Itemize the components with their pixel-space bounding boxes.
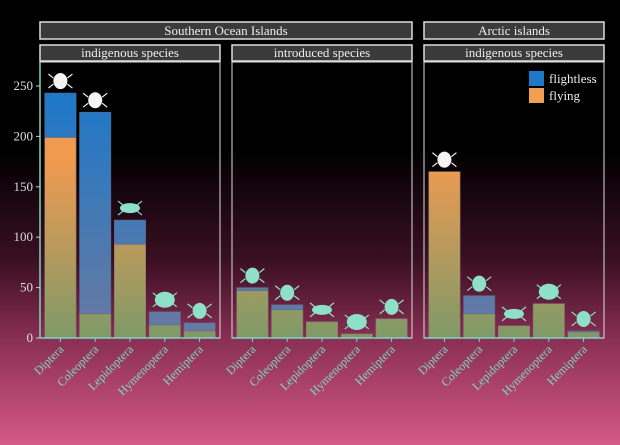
insect-legs [48, 73, 73, 89]
hemiptera-icon [379, 298, 404, 315]
bar-flying [114, 243, 146, 339]
insect-body [576, 310, 591, 327]
bar-flightless [183, 322, 216, 332]
insect-body [384, 298, 399, 315]
bar-flying [306, 321, 338, 339]
insect-legs [274, 285, 300, 301]
insect-body [245, 267, 260, 284]
bar-flightless [148, 311, 181, 326]
bar-flying [271, 309, 304, 339]
y-tick-label: 100 [14, 229, 34, 244]
coleoptera-icon [82, 92, 108, 109]
lepidoptera-icon [309, 302, 335, 318]
bar-flying [463, 313, 496, 339]
bar-flightless [114, 219, 146, 245]
insect-legs [309, 302, 335, 318]
insect-legs [152, 292, 178, 308]
insect-body [53, 73, 68, 90]
insect-body [120, 203, 140, 214]
hemiptera-icon [187, 302, 212, 319]
insect-legs [187, 303, 212, 319]
bar-flying [375, 318, 408, 339]
lepidoptera-icon [117, 200, 143, 216]
insect-body [346, 313, 367, 330]
insect-body [437, 151, 452, 168]
coleoptera-icon [274, 284, 300, 301]
insect-legs [117, 200, 143, 216]
panel-strip-label: indigenous species [465, 45, 563, 60]
legend-key-flightless [529, 71, 544, 86]
bar-flightless [271, 304, 304, 311]
legend-label-flying: flying [549, 88, 581, 103]
insect-legs [501, 306, 527, 322]
insect-body [280, 284, 295, 301]
insect-body [312, 304, 332, 315]
bar-flying [79, 313, 112, 339]
insect-legs [571, 311, 596, 327]
legend-label-flightless: flightless [549, 71, 597, 86]
bar-flightless [463, 295, 496, 315]
bar-flying [148, 324, 181, 339]
bar-flying [532, 303, 565, 339]
insect-legs [82, 92, 108, 108]
insect-body [472, 275, 487, 292]
group-strip-label: Arctic islands [478, 23, 550, 38]
insect-legs [432, 152, 457, 168]
group-strip-label: Southern Ocean Islands [164, 23, 287, 38]
insect-body [154, 291, 175, 308]
insect-body [88, 92, 103, 109]
group-strip [423, 21, 605, 40]
panel-strip [39, 44, 221, 62]
hymenoptera-icon [536, 283, 562, 300]
insect-body [538, 283, 559, 300]
panel-strip [231, 44, 413, 62]
group-strip [39, 21, 413, 40]
insect-legs [240, 268, 265, 284]
insect-legs [379, 299, 404, 315]
y-tick-label: 150 [14, 179, 34, 194]
panel-strip-label: indigenous species [81, 45, 179, 60]
legend-key-flying [529, 88, 544, 103]
panel-strip [423, 44, 605, 62]
y-tick-label: 200 [14, 128, 34, 143]
y-tick-label: 250 [14, 78, 34, 93]
panel-strip-label: introduced species [274, 45, 370, 60]
diptera-icon [240, 267, 265, 284]
insect-body [192, 302, 207, 319]
bar-flightless [567, 330, 600, 333]
hemiptera-icon [571, 310, 596, 327]
insect-legs [344, 314, 370, 330]
bar-flying [428, 171, 461, 339]
diptera-icon [432, 151, 457, 168]
bar-flying [236, 290, 269, 339]
bar-flying [567, 331, 600, 339]
bar-flightless [44, 92, 77, 138]
hymenoptera-icon [344, 313, 370, 330]
y-tick-label: 50 [20, 280, 33, 295]
bar-flying [498, 325, 530, 339]
coleoptera-icon [466, 275, 492, 292]
lepidoptera-icon [501, 306, 527, 322]
hymenoptera-icon [152, 291, 178, 308]
insect-legs [536, 284, 562, 300]
bar-flightless [236, 287, 269, 291]
diptera-icon [48, 73, 73, 90]
bar-flying [183, 330, 216, 339]
insect-legs [466, 276, 492, 292]
insect-body [504, 308, 524, 319]
bar-flying [44, 137, 77, 339]
y-tick-label: 0 [27, 330, 34, 345]
bar-flightless [79, 111, 112, 315]
